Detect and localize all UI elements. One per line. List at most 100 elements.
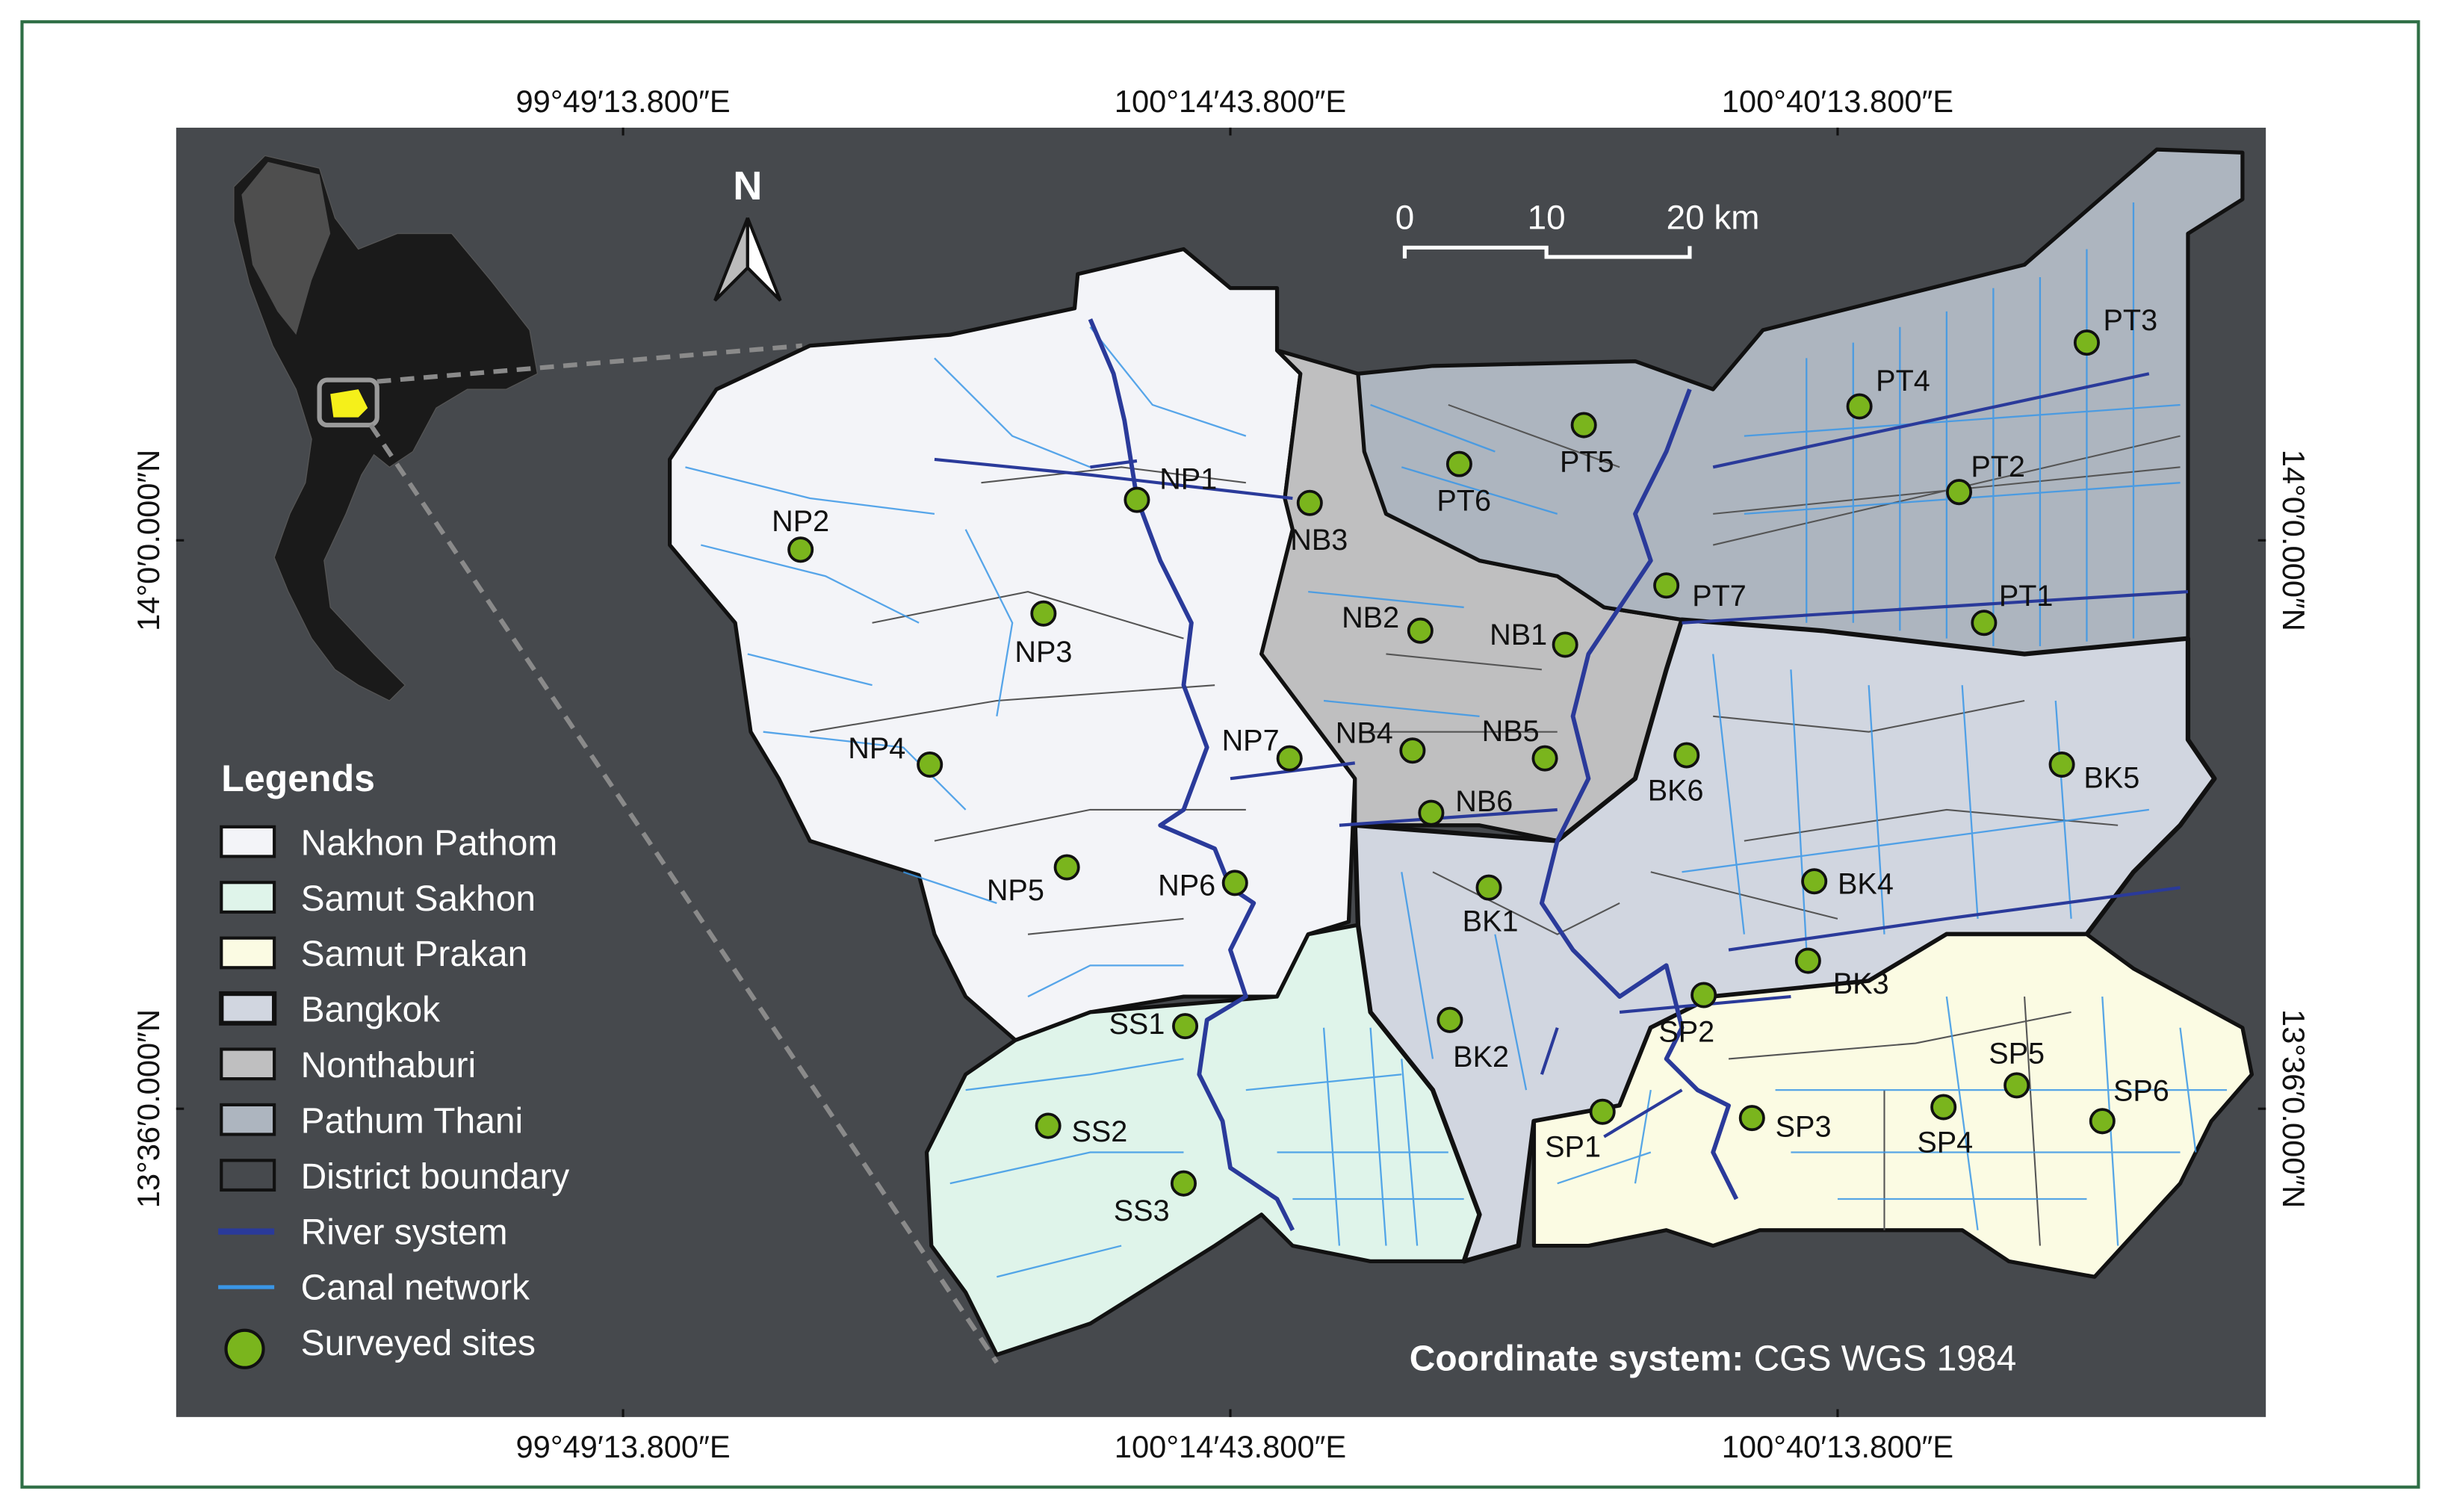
scale-label: 0 bbox=[1395, 197, 1415, 236]
legend-item-river-system: River system bbox=[218, 1212, 508, 1252]
site-marker[interactable] bbox=[1475, 874, 1502, 901]
site-marker[interactable] bbox=[1276, 745, 1303, 772]
site-nb3[interactable]: NB3 bbox=[1290, 489, 1348, 557]
site-bk1[interactable]: BK1 bbox=[1463, 874, 1519, 938]
legend-point-swatch bbox=[224, 1328, 265, 1369]
site-marker[interactable] bbox=[1846, 393, 1873, 420]
site-marker[interactable] bbox=[1445, 450, 1472, 477]
site-marker[interactable] bbox=[1801, 868, 1828, 895]
site-label: BK2 bbox=[1453, 1041, 1509, 1073]
site-bk3[interactable]: BK3 bbox=[1794, 947, 1889, 1000]
site-label: PT7 bbox=[1692, 580, 1747, 613]
legend-label: Samut Sakhon bbox=[301, 879, 536, 919]
site-marker[interactable] bbox=[1030, 600, 1057, 627]
site-label: NP7 bbox=[1222, 725, 1280, 757]
site-bk6[interactable]: BK6 bbox=[1648, 742, 1704, 807]
site-marker[interactable] bbox=[1124, 486, 1150, 513]
site-sp1[interactable]: SP1 bbox=[1545, 1098, 1616, 1164]
site-sp4[interactable]: SP4 bbox=[1917, 1094, 1973, 1159]
site-label: NB3 bbox=[1290, 524, 1348, 557]
site-np5[interactable]: NP5 bbox=[987, 854, 1080, 907]
site-np4[interactable]: NP4 bbox=[848, 732, 943, 778]
site-bk2[interactable]: BK2 bbox=[1437, 1006, 1509, 1073]
site-pt2[interactable]: PT2 bbox=[1946, 450, 2025, 506]
site-pt3[interactable]: PT3 bbox=[2073, 304, 2158, 356]
site-marker[interactable] bbox=[1971, 610, 1998, 636]
site-bk4[interactable]: BK4 bbox=[1801, 867, 1894, 900]
site-np1[interactable]: NP1 bbox=[1124, 463, 1217, 513]
province-samut-sakhon bbox=[924, 923, 1482, 1357]
site-marker[interactable] bbox=[787, 536, 814, 563]
site-marker[interactable] bbox=[2004, 1072, 2030, 1099]
site-marker[interactable] bbox=[2073, 329, 2100, 356]
site-label: NP3 bbox=[1014, 636, 1072, 669]
lon-label: 100°14′43.800″E bbox=[1115, 1429, 1346, 1464]
site-marker[interactable] bbox=[1946, 479, 1973, 506]
site-nb4[interactable]: NB4 bbox=[1336, 716, 1426, 764]
site-label: PT3 bbox=[2104, 304, 2158, 337]
site-sp5[interactable]: SP5 bbox=[1989, 1038, 2045, 1099]
site-label: SS3 bbox=[1114, 1195, 1170, 1227]
site-marker[interactable] bbox=[1437, 1006, 1463, 1033]
legend-label: Pathum Thani bbox=[301, 1101, 524, 1141]
site-marker[interactable] bbox=[1296, 489, 1323, 516]
site-marker[interactable] bbox=[1053, 854, 1080, 881]
site-pt5[interactable]: PT5 bbox=[1560, 412, 1614, 479]
site-ss2[interactable]: SS2 bbox=[1035, 1112, 1127, 1148]
site-sp2[interactable]: SP2 bbox=[1658, 982, 1717, 1048]
site-ss3[interactable]: SS3 bbox=[1114, 1170, 1197, 1228]
site-pt1[interactable]: PT1 bbox=[1971, 580, 2053, 636]
site-np6[interactable]: NP6 bbox=[1158, 870, 1248, 902]
site-marker[interactable] bbox=[1531, 745, 1558, 772]
legend-label: Samut Prakan bbox=[301, 935, 528, 974]
site-np3[interactable]: NP3 bbox=[1014, 600, 1072, 669]
thailand-inset bbox=[233, 155, 999, 1364]
site-marker[interactable] bbox=[1930, 1094, 1957, 1121]
site-marker[interactable] bbox=[1552, 631, 1578, 658]
site-label: BK1 bbox=[1463, 905, 1519, 938]
site-nb1[interactable]: NB1 bbox=[1490, 619, 1578, 658]
site-label: BK6 bbox=[1648, 774, 1704, 807]
site-sp6[interactable]: SP6 bbox=[2089, 1075, 2169, 1135]
site-marker[interactable] bbox=[1407, 617, 1434, 644]
site-bk5[interactable]: BK5 bbox=[2048, 751, 2139, 795]
site-marker[interactable] bbox=[1589, 1098, 1616, 1125]
site-marker[interactable] bbox=[1399, 737, 1426, 764]
legend-label: Bangkok bbox=[301, 991, 441, 1030]
site-marker[interactable] bbox=[1035, 1112, 1062, 1139]
site-sp3[interactable]: SP3 bbox=[1738, 1105, 1832, 1144]
site-pt7[interactable]: PT7 bbox=[1653, 572, 1747, 613]
site-pt4[interactable]: PT4 bbox=[1846, 365, 1930, 420]
site-marker[interactable] bbox=[1653, 572, 1680, 599]
site-marker[interactable] bbox=[1172, 1013, 1199, 1040]
north-arrow: N bbox=[713, 164, 782, 302]
site-marker[interactable] bbox=[1738, 1105, 1765, 1132]
site-nb6[interactable]: NB6 bbox=[1418, 785, 1513, 826]
site-nb2[interactable]: NB2 bbox=[1342, 601, 1434, 644]
legend-item-samut-sakhon: Samut Sakhon bbox=[220, 879, 536, 919]
site-marker[interactable] bbox=[1794, 947, 1821, 974]
site-marker[interactable] bbox=[1691, 982, 1717, 1008]
legend-label: Nonthaburi bbox=[301, 1046, 477, 1085]
site-np7[interactable]: NP7 bbox=[1222, 725, 1303, 772]
site-ss1[interactable]: SS1 bbox=[1109, 1008, 1199, 1041]
site-marker[interactable] bbox=[917, 751, 943, 778]
site-marker[interactable] bbox=[2048, 751, 2075, 778]
site-marker[interactable] bbox=[1170, 1170, 1197, 1197]
site-label: BK4 bbox=[1838, 867, 1894, 900]
legend-swatch bbox=[220, 1103, 276, 1136]
site-pt6[interactable]: PT6 bbox=[1437, 450, 1491, 518]
site-nb5[interactable]: NB5 bbox=[1482, 715, 1558, 772]
legend-swatch bbox=[220, 1159, 276, 1192]
legend-swatch bbox=[220, 1047, 276, 1081]
site-np2[interactable]: NP2 bbox=[772, 505, 829, 563]
legend-item-samut-prakan: Samut Prakan bbox=[220, 935, 528, 974]
site-label: PT5 bbox=[1560, 446, 1614, 479]
site-marker[interactable] bbox=[1418, 799, 1445, 826]
site-marker[interactable] bbox=[2089, 1108, 2116, 1135]
site-marker[interactable] bbox=[1570, 412, 1597, 439]
site-marker[interactable] bbox=[1221, 870, 1248, 896]
site-marker[interactable] bbox=[1673, 742, 1700, 769]
legend-title: Legends bbox=[221, 757, 375, 799]
